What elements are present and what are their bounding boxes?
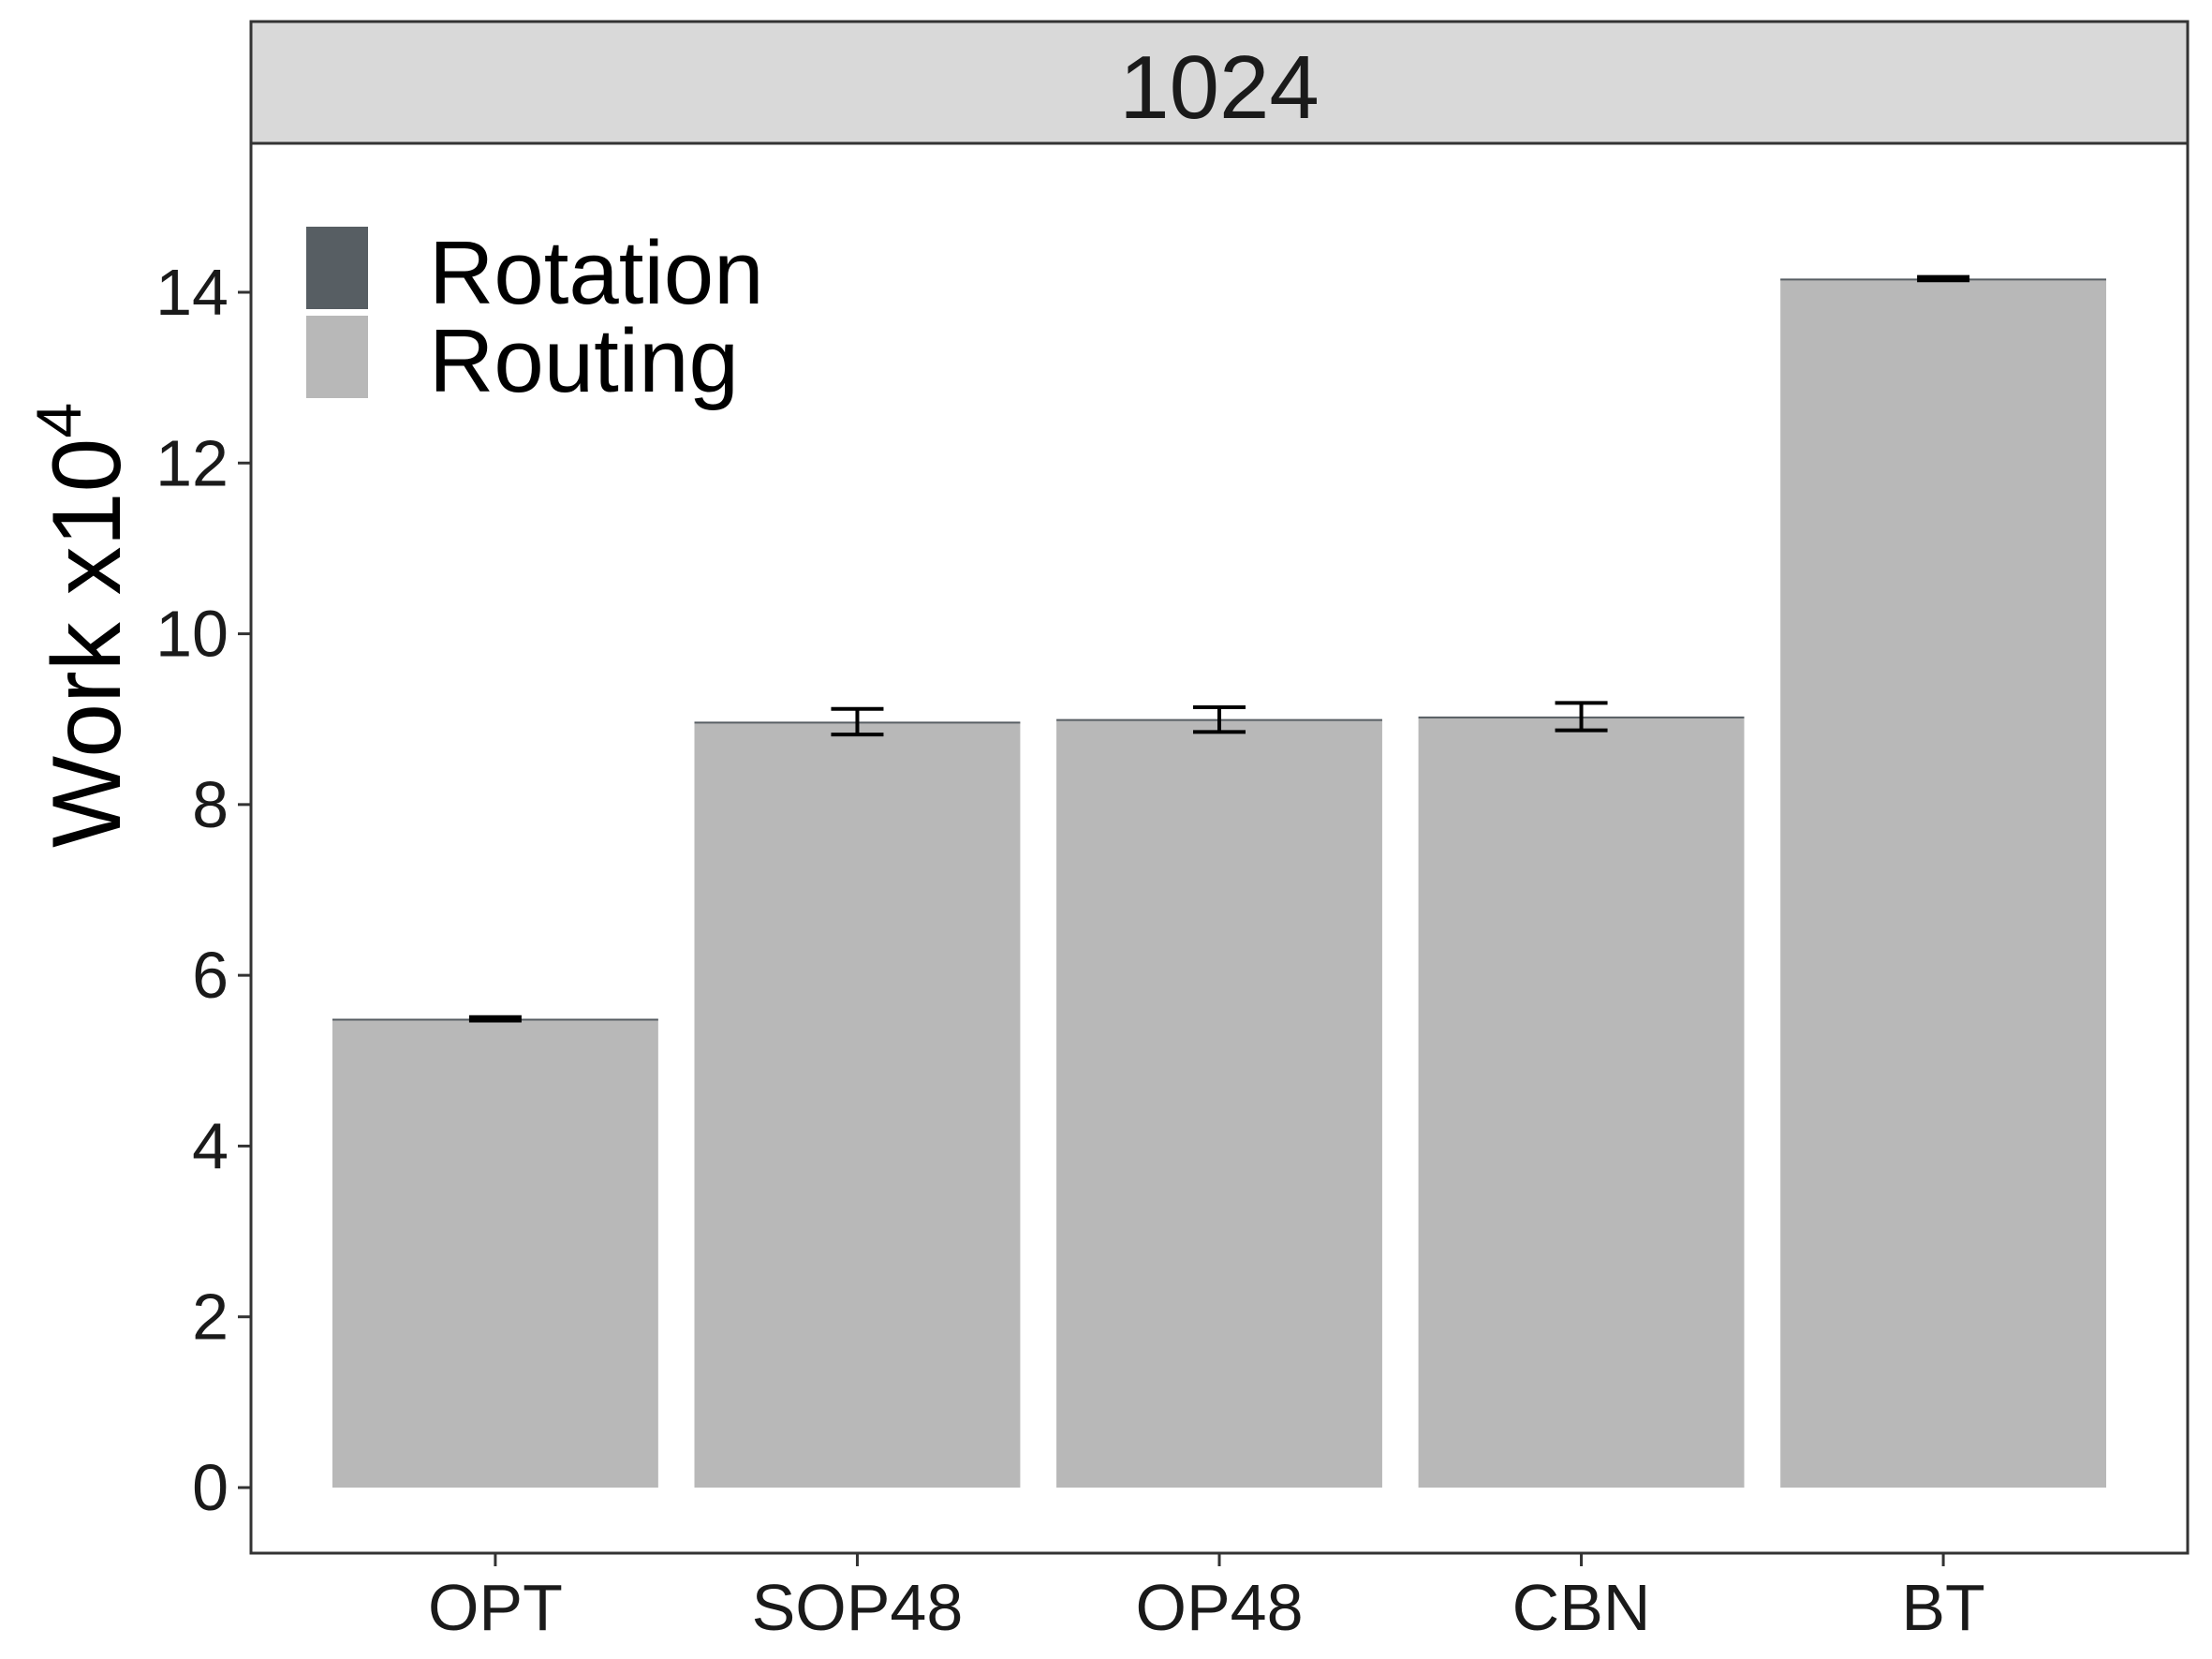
y-tick-label-0: 0 (192, 1451, 229, 1524)
facet-strip (249, 20, 2190, 145)
y-tick-label-4: 4 (192, 1109, 229, 1182)
y-axis-label: Work x104 (23, 403, 141, 848)
y-tick-label-8: 8 (192, 768, 229, 841)
bar-routing-opt (332, 1019, 658, 1488)
y-tick-label-10: 10 (155, 598, 229, 671)
facet-label: 1024 (1119, 37, 1320, 138)
y-tick-label-12: 12 (155, 426, 229, 499)
x-tick-label-opt: OPT (428, 1571, 563, 1644)
y-tick-label-6: 6 (192, 939, 229, 1012)
bar-routing-sop48 (694, 722, 1021, 1488)
legend-key-routing (306, 316, 368, 398)
y-tick-label-2: 2 (192, 1281, 229, 1354)
error-bar-opt (468, 1015, 522, 1023)
y-tick-label-14: 14 (155, 256, 229, 329)
error-bar-sop48 (831, 706, 884, 737)
legend-key-rotation (306, 227, 368, 309)
x-tick-label-sop48: SOP48 (752, 1571, 964, 1644)
y-axis: 0 2 4 6 8 10 12 14 (155, 256, 251, 1524)
x-tick-label-cbn: CBN (1512, 1571, 1651, 1644)
bar-routing-cbn (1418, 717, 1745, 1488)
error-bars-layer (468, 274, 1970, 1023)
legend-label-routing: Routing (429, 311, 739, 411)
x-tick-label-bt: BT (1901, 1571, 1984, 1644)
x-axis: OPT SOP48 OP48 CBN BT (428, 1553, 1985, 1644)
bar-routing-op48 (1056, 719, 1382, 1488)
legend-label-rotation: Rotation (429, 223, 764, 323)
x-tick-label-op48: OP48 (1136, 1571, 1304, 1644)
legend: Rotation Routing (306, 223, 764, 411)
bars-layer (332, 278, 2107, 1488)
error-bar-bt (1917, 274, 1970, 283)
bar-routing-bt (1780, 279, 2107, 1488)
error-bar-op48 (1193, 704, 1246, 734)
error-bar-cbn (1555, 701, 1608, 733)
